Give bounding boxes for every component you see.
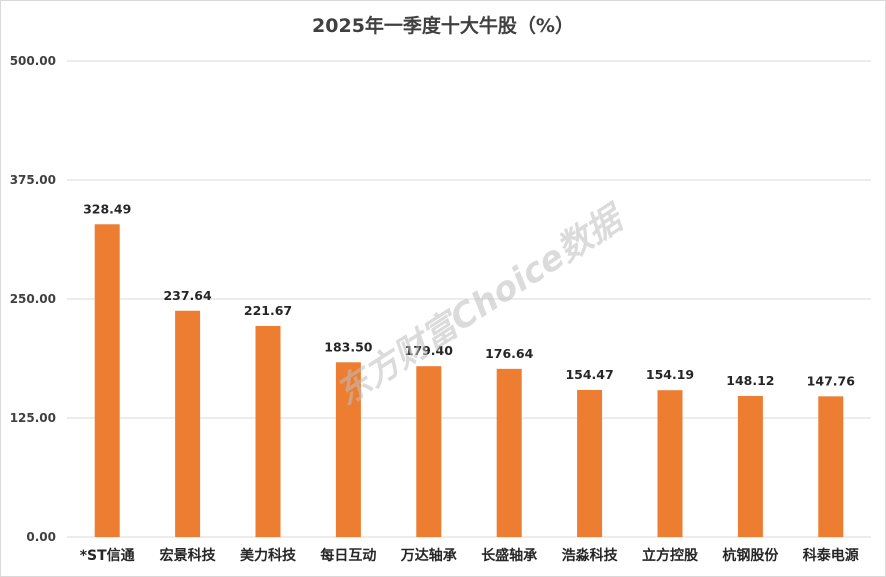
x-tick-label: 浩淼科技 — [562, 547, 619, 564]
bar — [737, 395, 763, 537]
bar — [818, 396, 844, 537]
x-tick-label: *ST信通 — [80, 547, 135, 564]
bar — [657, 390, 683, 537]
bar — [416, 366, 442, 537]
data-label: 147.76 — [807, 373, 856, 388]
x-tick-label: 每日互动 — [320, 547, 376, 564]
bar — [255, 325, 281, 537]
x-axis: *ST信通 宏景科技 美力科技 每日互动 万达轴承 长盛轴承 浩淼科技 立方控股 杭钢股份 科泰电… — [80, 547, 859, 564]
bar — [335, 362, 361, 537]
bar — [94, 224, 120, 537]
data-label: 154.19 — [646, 367, 694, 382]
chart-title: 2025年一季度十大牛股（%） — [312, 15, 574, 37]
data-label: 328.49 — [83, 201, 131, 216]
data-label: 237.64 — [163, 288, 212, 303]
y-tick-label: 375.00 — [10, 173, 56, 187]
y-tick-label: 500.00 — [10, 54, 56, 68]
y-tick-label: 0.00 — [26, 530, 56, 544]
data-label: 179.40 — [405, 343, 454, 358]
data-label: 221.67 — [244, 303, 292, 318]
data-label: 148.12 — [726, 373, 774, 388]
x-tick-label: 杭钢股份 — [722, 547, 779, 564]
gridlines — [67, 60, 871, 538]
x-tick-label: 立方控股 — [642, 547, 699, 564]
value-labels: 328.49 237.64 221.67 183.50 179.40 176.64 154.… — [83, 201, 855, 388]
data-label: 154.47 — [565, 367, 613, 382]
data-label: 183.50 — [324, 339, 373, 354]
y-tick-label: 125.00 — [10, 411, 56, 425]
data-label: 176.64 — [485, 346, 534, 361]
x-tick-label: 美力科技 — [240, 547, 297, 564]
bars — [94, 224, 844, 537]
x-tick-label: 万达轴承 — [400, 547, 457, 564]
x-tick-label: 宏景科技 — [160, 547, 217, 564]
y-axis: 0.00 125.00 250.00 375.00 500.00 — [10, 54, 56, 544]
bar — [496, 368, 522, 537]
bar — [175, 310, 201, 537]
x-tick-label: 科泰电源 — [803, 547, 859, 564]
x-tick-label: 长盛轴承 — [481, 547, 537, 564]
y-tick-label: 250.00 — [10, 292, 56, 306]
bar — [577, 389, 603, 537]
